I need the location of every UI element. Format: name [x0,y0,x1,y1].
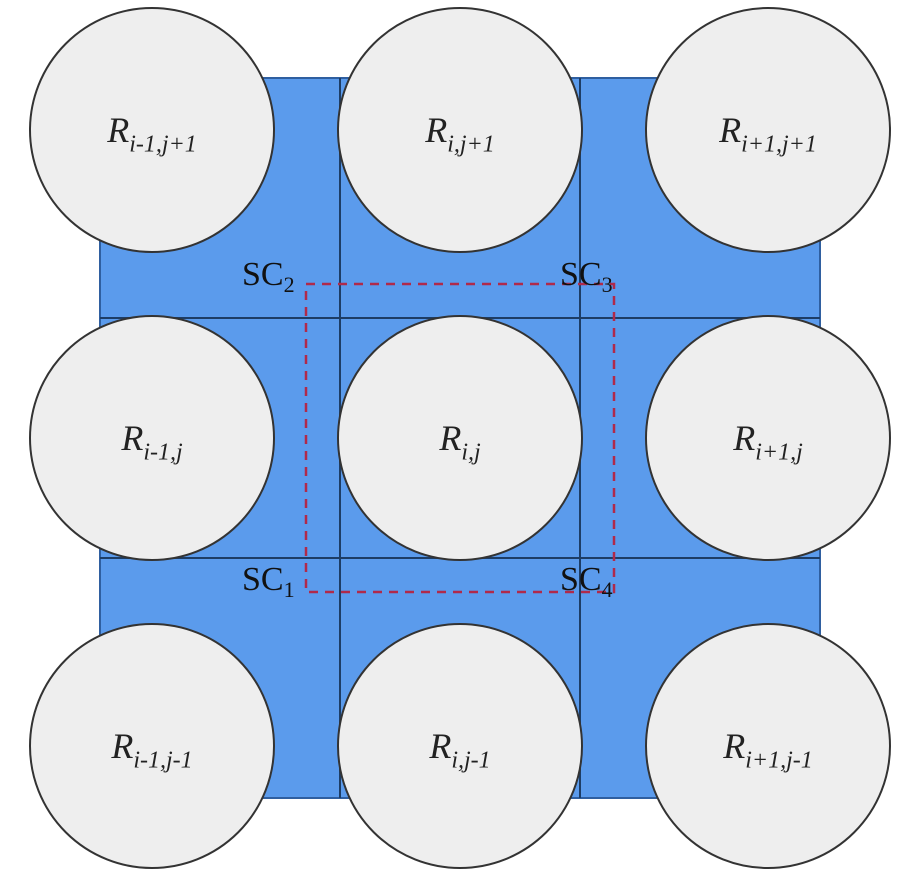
node-circle [646,316,890,560]
node-circle [646,624,890,868]
node-circle [30,624,274,868]
node-circle [338,8,582,252]
node-circle [338,624,582,868]
node-circle [646,8,890,252]
node-circle [30,8,274,252]
node-circle [30,316,274,560]
